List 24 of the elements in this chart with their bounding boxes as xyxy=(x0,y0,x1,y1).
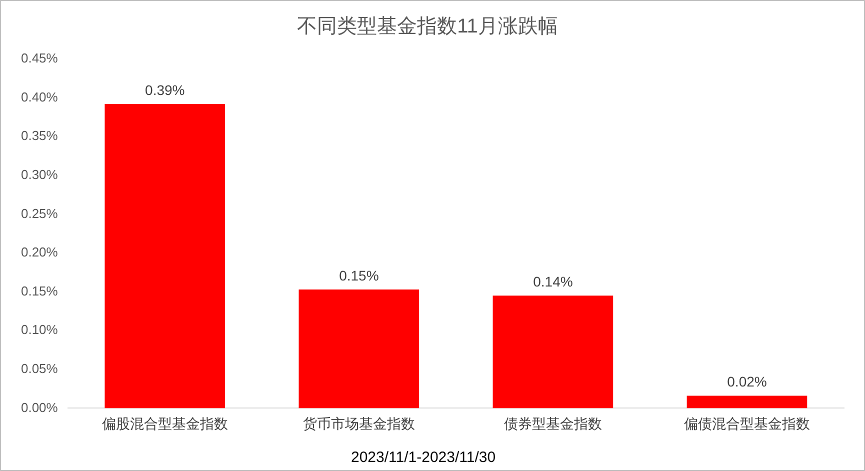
y-tick-label: 0.10% xyxy=(20,322,58,338)
y-tick-label: 0.00% xyxy=(20,400,58,415)
y-tick-label: 0.40% xyxy=(20,89,58,104)
x-tick-label: 货币市场基金指数 xyxy=(302,415,415,432)
y-tick-label: 0.15% xyxy=(20,283,58,298)
y-tick-label: 0.45% xyxy=(20,50,58,66)
bar xyxy=(298,289,420,408)
text: 2023/11/1-2023/11/30 xyxy=(351,449,496,466)
data-label: 0.02% xyxy=(727,374,767,390)
bar xyxy=(492,296,614,408)
y-tick-label: 0.35% xyxy=(20,128,58,144)
y-tick-label: 0.25% xyxy=(20,206,58,221)
chart-title: 不同类型基金指数11月涨跌幅 xyxy=(297,16,558,38)
data-label: 0.14% xyxy=(533,274,573,290)
x-tick-label: 偏债混合型基金指数 xyxy=(684,415,810,432)
y-tick-label: 0.05% xyxy=(20,360,58,376)
x-tick-label: 债券型基金指数 xyxy=(504,415,602,432)
bar xyxy=(686,396,808,408)
y-tick-label: 0.30% xyxy=(20,166,58,182)
data-label: 0.39% xyxy=(145,82,185,98)
x-tick-label: 偏股混合型基金指数 xyxy=(102,415,228,432)
bar xyxy=(104,104,226,408)
y-tick-label: 0.20% xyxy=(20,244,58,260)
data-label: 0.15% xyxy=(339,267,379,284)
